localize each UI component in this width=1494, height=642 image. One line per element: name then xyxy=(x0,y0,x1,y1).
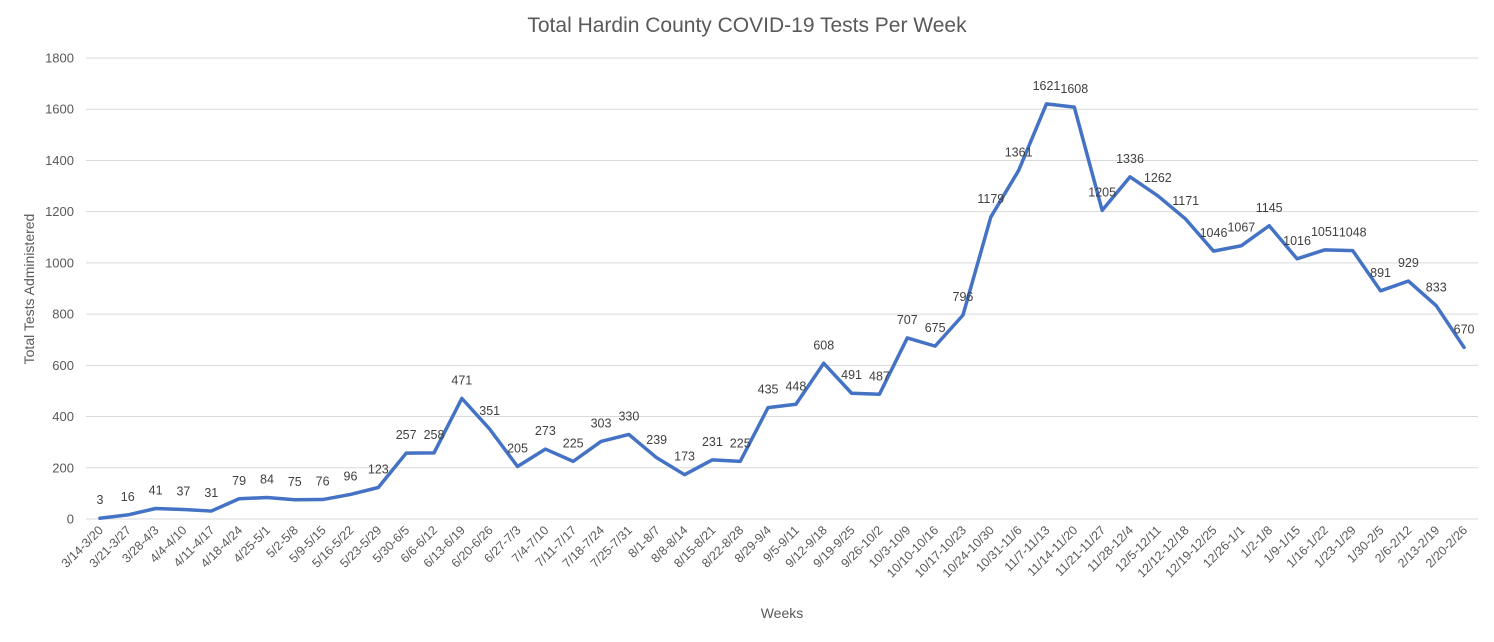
data-label: 303 xyxy=(591,416,612,430)
data-label: 1205 xyxy=(1088,185,1116,199)
y-tick-label: 1400 xyxy=(45,153,74,168)
x-axis-ticks: 3/14-3/203/21-3/273/28-4/34/4-4/104/11-4… xyxy=(59,523,1470,580)
data-label: 608 xyxy=(813,338,834,352)
data-label: 1336 xyxy=(1116,152,1144,166)
data-labels: 3 16 41 37 31 79 84 75 76 96 123 257 258 471 351 205 273… xyxy=(96,79,1474,507)
data-label: 891 xyxy=(1370,266,1391,280)
data-label: 1046 xyxy=(1200,226,1228,240)
data-label: 225 xyxy=(730,436,751,450)
data-label: 84 xyxy=(260,472,274,486)
data-label: 448 xyxy=(785,379,806,393)
y-tick-label: 800 xyxy=(52,307,74,322)
data-label: 670 xyxy=(1454,322,1475,336)
y-tick-label: 0 xyxy=(67,512,74,527)
series-line xyxy=(98,102,1466,520)
data-label: 96 xyxy=(344,469,358,483)
data-label: 1016 xyxy=(1283,234,1311,248)
y-axis-title: Total Tests Administered xyxy=(21,214,37,365)
data-label: 487 xyxy=(869,369,890,383)
data-label: 435 xyxy=(758,383,779,397)
data-label: 1051 xyxy=(1311,225,1339,239)
data-label: 491 xyxy=(841,368,862,382)
data-label: 3 xyxy=(96,493,103,507)
data-label: 1608 xyxy=(1060,82,1088,96)
data-label: 273 xyxy=(535,424,556,438)
data-label: 41 xyxy=(149,483,163,497)
y-tick-label: 400 xyxy=(52,409,74,424)
data-label: 351 xyxy=(479,404,500,418)
data-label: 471 xyxy=(451,373,472,387)
y-tick-label: 1600 xyxy=(45,102,74,117)
y-tick-label: 1000 xyxy=(45,255,74,270)
data-label: 1145 xyxy=(1256,201,1283,215)
data-label: 173 xyxy=(674,450,695,464)
data-label: 1361 xyxy=(1005,145,1033,159)
data-label: 37 xyxy=(176,485,190,499)
y-axis-ticks: 0 200 400 600 800 1000 1200 1400 1600 1800 xyxy=(45,51,74,527)
data-label: 205 xyxy=(507,441,528,455)
data-label: 1048 xyxy=(1339,226,1367,240)
data-label: 225 xyxy=(563,436,584,450)
data-label: 257 xyxy=(396,428,417,442)
data-label: 239 xyxy=(646,433,667,447)
y-tick-label: 200 xyxy=(52,460,74,475)
data-label: 833 xyxy=(1426,281,1447,295)
data-label: 707 xyxy=(897,313,918,327)
data-label: 929 xyxy=(1398,256,1419,270)
gridlines xyxy=(86,57,1478,520)
data-label: 31 xyxy=(204,486,218,500)
chart-title: Total Hardin County COVID-19 Tests Per W… xyxy=(527,14,967,37)
data-label: 1179 xyxy=(977,192,1004,206)
data-label: 16 xyxy=(121,490,135,504)
data-label: 1067 xyxy=(1227,221,1255,235)
x-axis-title: Weeks xyxy=(761,605,804,621)
data-label: 330 xyxy=(618,409,639,423)
data-label: 76 xyxy=(316,475,330,489)
data-label: 79 xyxy=(232,474,246,488)
data-label: 75 xyxy=(288,475,302,489)
data-label: 1171 xyxy=(1172,194,1199,208)
data-label: 231 xyxy=(702,435,723,449)
y-tick-label: 600 xyxy=(52,358,74,373)
data-label: 1621 xyxy=(1033,79,1061,93)
data-label: 123 xyxy=(368,462,389,476)
data-label: 675 xyxy=(925,321,946,335)
data-label: 796 xyxy=(953,290,974,304)
data-label: 258 xyxy=(424,428,445,442)
y-tick-label: 1800 xyxy=(45,51,74,66)
data-label: 1262 xyxy=(1144,171,1172,185)
y-tick-label: 1200 xyxy=(45,204,74,219)
